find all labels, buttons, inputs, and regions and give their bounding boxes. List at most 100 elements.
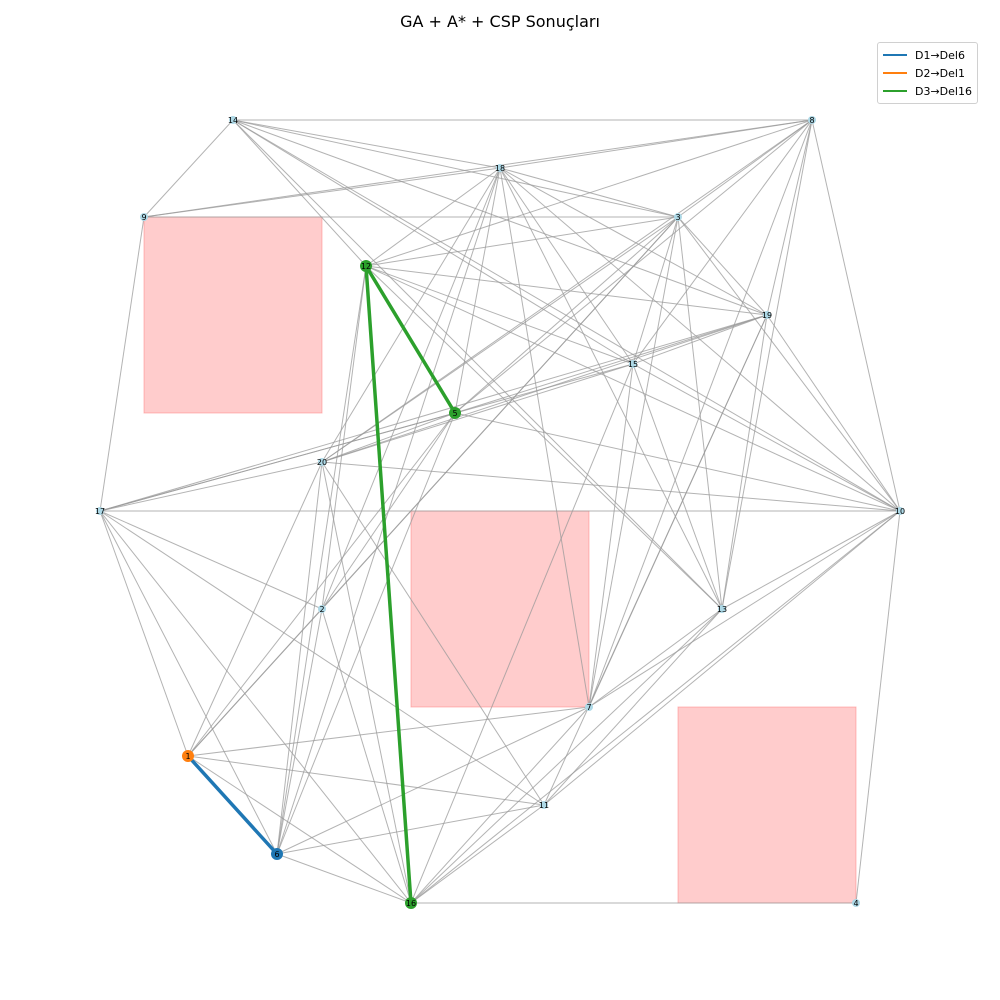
graph-edge <box>365 265 901 512</box>
graph-edge <box>276 412 456 855</box>
graph-edge <box>276 608 323 855</box>
node-marker <box>140 213 148 221</box>
graph-edge <box>588 216 679 708</box>
graph-edge <box>143 119 813 218</box>
graph-node-15: 15 <box>628 360 638 369</box>
legend: D1→Del6 D2→Del1 D3→Del16 <box>877 42 978 104</box>
legend-swatch-d3 <box>883 90 907 92</box>
graph-node-8: 8 <box>808 116 816 125</box>
graph-node-11: 11 <box>539 801 549 810</box>
graph-node-4: 4 <box>852 899 860 908</box>
node-label: 17 <box>95 507 105 516</box>
obstacle-zone <box>410 510 590 708</box>
graph-edge <box>632 119 813 365</box>
node-marker <box>271 848 283 860</box>
graph-edge <box>99 510 189 757</box>
graph-node-20: 20 <box>317 458 327 467</box>
graph-edge <box>232 119 367 267</box>
graph-edge <box>321 265 367 610</box>
graph-edge <box>632 363 901 512</box>
edge-layer <box>99 119 901 904</box>
graph-edge <box>232 119 679 218</box>
node-label: 1 <box>185 752 190 761</box>
graph-edge <box>499 167 679 218</box>
graph-edge <box>99 510 412 904</box>
node-marker <box>360 260 372 272</box>
graph-edge <box>187 412 456 757</box>
node-label: 10 <box>895 507 905 516</box>
graph-edge <box>766 119 813 316</box>
graph-node-1: 1 <box>182 750 194 762</box>
graph-edge <box>721 314 768 610</box>
graph-edge <box>99 510 545 806</box>
graph-edge <box>410 706 590 904</box>
node-label: 13 <box>717 605 727 614</box>
legend-swatch-d2 <box>883 72 907 74</box>
graph-edge <box>454 216 679 414</box>
graph-edge <box>454 167 501 414</box>
legend-item-d2: D2→Del1 <box>883 64 972 82</box>
graph-edge <box>276 461 323 855</box>
node-marker <box>585 703 593 711</box>
legend-label-d2: D2→Del1 <box>915 66 965 80</box>
graph-edge <box>632 363 723 610</box>
graph-edge <box>543 510 901 806</box>
graph-node-18: 18 <box>495 164 505 173</box>
graph-node-3: 3 <box>674 213 682 222</box>
graph-edge <box>276 265 367 855</box>
node-label: 16 <box>406 899 416 908</box>
node-marker <box>229 116 237 124</box>
legend-item-d1: D1→Del6 <box>883 46 972 64</box>
delivery-route <box>186 754 279 856</box>
node-marker <box>96 507 104 515</box>
graph-edge <box>321 216 679 463</box>
legend-label-d3: D3→Del16 <box>915 84 972 98</box>
node-marker <box>405 897 417 909</box>
node-marker <box>763 311 771 319</box>
graph-edge <box>410 510 901 904</box>
node-label: 18 <box>495 164 505 173</box>
graph-edge <box>365 265 634 365</box>
node-label: 14 <box>228 116 238 125</box>
graph-edge <box>543 314 768 806</box>
graph-edge <box>232 119 634 365</box>
node-marker <box>896 507 904 515</box>
graph-edge <box>588 363 634 708</box>
graph-edge <box>410 804 545 904</box>
legend-swatch-d1 <box>883 54 907 56</box>
graph-edge <box>321 167 501 610</box>
node-marker <box>718 605 726 613</box>
graph-edge <box>276 706 590 855</box>
chart-title: GA + A* + CSP Sonuçları <box>400 12 600 31</box>
obstacle-zone <box>143 216 323 414</box>
graph-node-6: 6 <box>271 848 283 860</box>
node-label: 20 <box>317 458 327 467</box>
graph-edge <box>721 119 813 610</box>
graph-edge <box>321 363 634 463</box>
node-label: 4 <box>853 899 858 908</box>
node-label: 9 <box>141 213 146 222</box>
graph-edge <box>766 314 901 512</box>
node-label: 3 <box>675 213 680 222</box>
graph-edge <box>232 119 501 169</box>
node-marker <box>318 458 326 466</box>
graph-edge <box>99 510 323 610</box>
node-label: 12 <box>361 262 371 271</box>
graph-edge <box>721 510 901 610</box>
node-marker <box>318 605 326 613</box>
graph-node-12: 12 <box>360 260 372 272</box>
node-label: 6 <box>274 850 279 859</box>
graph-edge <box>677 216 723 610</box>
graph-edge <box>365 265 768 316</box>
node-label: 7 <box>586 703 591 712</box>
graph-edge <box>321 461 545 806</box>
graph-edge <box>588 510 901 708</box>
node-marker <box>496 164 504 172</box>
node-marker <box>182 750 194 762</box>
graph-edge <box>499 167 723 610</box>
graph-edge <box>187 755 545 806</box>
legend-item-d3: D3→Del16 <box>883 82 972 100</box>
graph-edge <box>187 755 412 904</box>
